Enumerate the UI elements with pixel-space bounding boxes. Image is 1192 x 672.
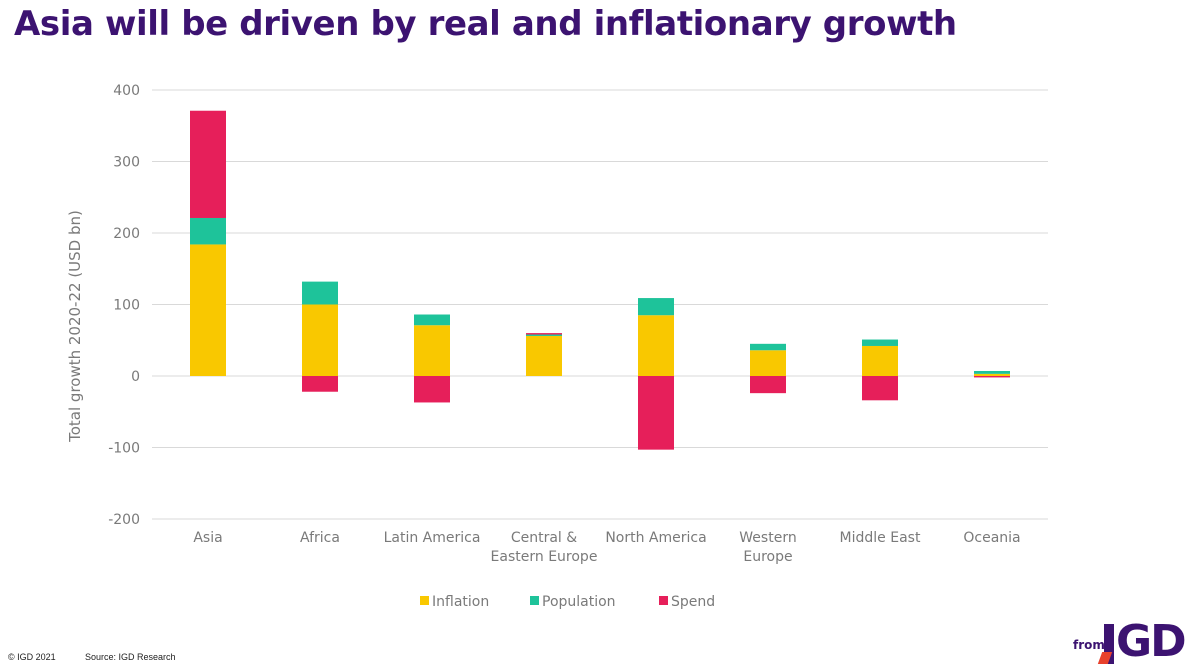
y-tick-label: -100	[108, 441, 140, 457]
bar-segment-spend	[302, 376, 338, 392]
bar-segment-spend	[190, 110, 226, 218]
bar-segment-inflation	[190, 244, 226, 376]
bar-segment-inflation	[862, 345, 898, 376]
bar-segment-population	[638, 298, 674, 316]
source-text: Source: IGD Research	[85, 652, 176, 662]
category-label: Western Europe	[739, 530, 796, 565]
category-label: Latin America	[384, 530, 481, 546]
bar-segment-population	[974, 370, 1010, 374]
y-axis-ticks: -200 -100 0 100 200 300 400	[108, 83, 140, 528]
category-label: Central & Eastern Europe	[491, 530, 598, 565]
legend-label-inflation: Inflation	[432, 594, 489, 610]
legend: Inflation Population Spend	[420, 594, 715, 610]
y-tick-label: 400	[113, 83, 140, 99]
copyright-text: © IGD 2021	[8, 652, 56, 662]
bar-segment-spend	[974, 376, 1010, 378]
legend-label-spend: Spend	[671, 594, 715, 610]
gridlines	[152, 89, 1048, 520]
bar-segment-inflation	[302, 304, 338, 376]
category-label: Middle East	[840, 530, 921, 546]
bar-segment-inflation	[526, 335, 562, 376]
bar-segment-spend	[750, 376, 786, 394]
y-axis-label: Total growth 2020-22 (USD bn)	[66, 210, 84, 443]
brand-from-text: from	[1073, 638, 1105, 652]
bar-segment-population	[526, 334, 562, 336]
legend-swatch-inflation	[420, 596, 429, 605]
bar-segment-spend	[638, 376, 674, 450]
bar-segment-population	[862, 339, 898, 346]
logo-gd-text: GD	[1116, 616, 1187, 667]
bar-segment-spend	[862, 376, 898, 401]
y-tick-label: 100	[113, 298, 140, 314]
bar-segment-spend	[414, 376, 450, 403]
category-label: North America	[605, 530, 706, 546]
bar-segment-population	[302, 281, 338, 305]
legend-swatch-population	[530, 596, 539, 605]
legend-label-population: Population	[542, 594, 616, 610]
bar-segment-population	[190, 217, 226, 245]
bar-segment-population	[414, 314, 450, 326]
bar-segment-inflation	[414, 325, 450, 376]
bar-segment-inflation	[750, 350, 786, 376]
bar-segment-inflation	[638, 315, 674, 376]
y-tick-label: -200	[108, 512, 140, 528]
bar-segment-inflation	[974, 373, 1010, 376]
legend-swatch-spend	[659, 596, 668, 605]
y-tick-label: 300	[113, 155, 140, 171]
category-label: Asia	[193, 530, 222, 546]
bar-segment-population	[750, 343, 786, 351]
logo-i-stem	[1104, 624, 1114, 664]
igd-logo: GD	[1097, 616, 1188, 668]
x-axis-categories: Asia Africa Latin America Central & Eastern …	[193, 530, 1020, 565]
category-label: Oceania	[963, 530, 1020, 546]
bar-segment-spend	[526, 333, 562, 335]
y-tick-label: 200	[113, 226, 140, 242]
y-tick-label: 0	[131, 369, 140, 385]
page-title: Asia will be driven by real and inflatio…	[14, 4, 957, 44]
bars	[190, 110, 1010, 450]
stacked-bar-chart: -200 -100 0 100 200 300 400 Asia Africa Latin Am…	[66, 83, 1048, 610]
category-label: Africa	[300, 530, 340, 546]
